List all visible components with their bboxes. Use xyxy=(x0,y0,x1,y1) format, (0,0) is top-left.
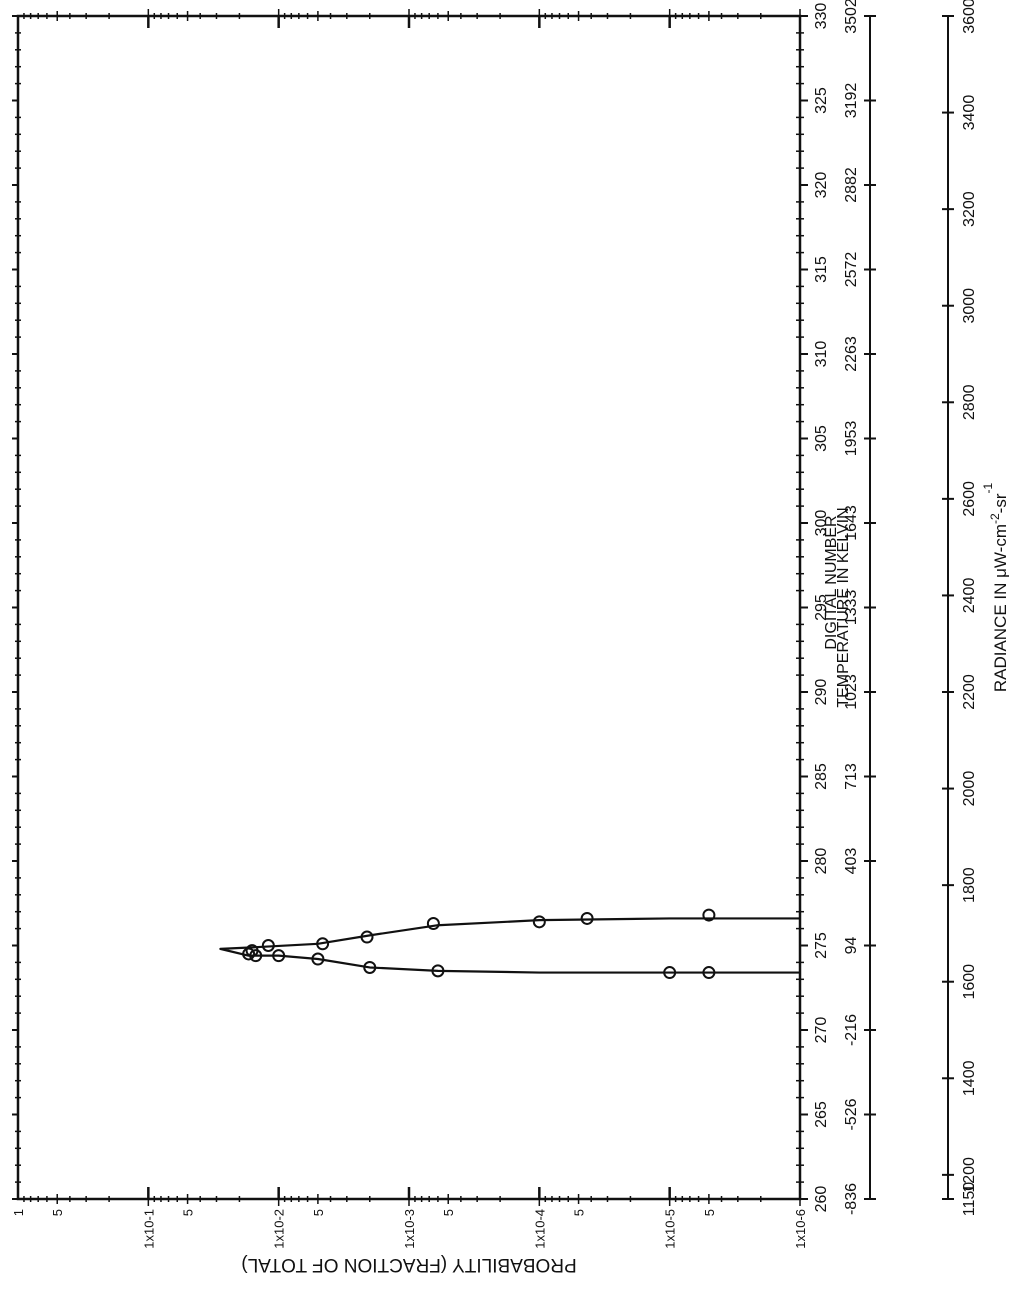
y-tick-label: 1x10-5 xyxy=(663,1209,678,1249)
digital-number-tick-label: 1643 xyxy=(843,505,860,541)
x-tick-label: 270 xyxy=(813,1017,830,1044)
radiance-tick-label: 3400 xyxy=(961,95,978,131)
data-point-marker xyxy=(242,947,256,961)
radiance-tick-label: 1150 xyxy=(961,1182,978,1217)
digital-number-tick-label: 94 xyxy=(843,937,860,955)
data-point-marker xyxy=(261,939,275,952)
data-point-marker xyxy=(245,944,259,958)
digital-number-tick-label: 1023 xyxy=(843,674,860,710)
x-tick-label: 290 xyxy=(813,679,830,706)
y-tick-label: 5 xyxy=(50,1209,65,1216)
x-tick-label: 285 xyxy=(813,763,830,790)
y-tick-label: 5 xyxy=(311,1209,326,1216)
radiance-tick-label: 3600 xyxy=(961,0,978,34)
data-point-marker xyxy=(272,949,286,963)
radiance-tick-label: 2200 xyxy=(961,674,978,710)
x-tick-label: 295 xyxy=(813,594,830,621)
x-tick-label: 330 xyxy=(813,3,830,30)
digital-number-tick-label: 3502 xyxy=(843,0,860,34)
data-point-marker xyxy=(431,964,445,978)
y-tick-label: 1x10-6 xyxy=(793,1209,808,1249)
x-tick-label: 305 xyxy=(813,425,830,452)
radiance-tick-label: 2800 xyxy=(961,384,978,420)
digital-number-tick-label: 3192 xyxy=(843,83,860,119)
digital-number-axis-label: DIGITAL NUMBER xyxy=(823,515,840,649)
digital-number-tick-label: -836 xyxy=(843,1183,860,1215)
plot-frame xyxy=(16,14,802,1201)
x-tick-label: 315 xyxy=(813,256,830,283)
data-point-marker xyxy=(360,930,374,944)
y-tick-label: 5 xyxy=(572,1209,587,1216)
radiance-tick-label: 2400 xyxy=(961,578,978,614)
y-tick-label: 1x10-1 xyxy=(141,1209,156,1249)
y-tick-label: 5 xyxy=(181,1209,196,1216)
digital-number-tick-label: 2263 xyxy=(843,336,860,372)
digital-number-tick-label: -216 xyxy=(843,1014,860,1046)
y-tick-label: 1x10-4 xyxy=(532,1209,547,1249)
radiance-tick-label: 1200 xyxy=(961,1157,978,1193)
data-point-marker xyxy=(311,952,325,966)
x-tick-label: 265 xyxy=(813,1101,830,1128)
y-axis-label: PROBABILITY (FRACTION OF TOTAL) xyxy=(241,1254,576,1275)
radiance-label-part: RADIANCE IN μW-cm xyxy=(991,524,1010,692)
probability-series-line xyxy=(219,917,800,974)
x-tick-label: 325 xyxy=(813,87,830,114)
radiance-tick-label: 1600 xyxy=(961,964,978,1000)
digital-number-tick-label: 713 xyxy=(843,763,860,790)
x-axis-label: TEMPERATURE IN KELVIN xyxy=(835,507,852,707)
radiance-tick-label: 1400 xyxy=(961,1060,978,1096)
y-tick-label: 5 xyxy=(702,1209,717,1216)
data-point-marker xyxy=(426,917,440,931)
radiance-axis-label: RADIANCE IN μW-cm-2-sr-1 xyxy=(981,483,1010,693)
x-tick-label: 310 xyxy=(813,341,830,368)
y-tick-label: 1x10-2 xyxy=(272,1209,287,1249)
digital-number-tick-label: 1953 xyxy=(843,421,860,457)
data-point-marker xyxy=(702,908,716,922)
x-tick-label: 280 xyxy=(813,848,830,875)
radiance-tick-label: 2000 xyxy=(961,771,978,807)
digital-number-tick-label: -526 xyxy=(843,1098,860,1130)
y-tick-label: 1x10-3 xyxy=(402,1209,417,1249)
x-tick-label: 300 xyxy=(813,510,830,537)
digital-number-tick-label: 2572 xyxy=(843,252,860,288)
radiance-tick-label: 3000 xyxy=(961,288,978,324)
data-point-marker xyxy=(316,937,330,951)
data-point-marker xyxy=(363,960,377,974)
radiance-tick-label: 3200 xyxy=(961,191,978,227)
data-point-marker xyxy=(702,966,716,980)
x-tick-label: 275 xyxy=(813,932,830,959)
digital-number-tick-label: 2882 xyxy=(843,167,860,203)
digital-number-tick-label: 403 xyxy=(843,848,860,875)
data-point-marker xyxy=(663,966,677,980)
radiance-tick-label: 1800 xyxy=(961,867,978,903)
digital-number-tick-label: 1333 xyxy=(843,590,860,626)
y-tick-label: 5 xyxy=(441,1209,456,1216)
data-point-marker xyxy=(580,911,594,925)
radiance-label-part: -2 xyxy=(988,513,1002,524)
radiance-label-part: -1 xyxy=(981,483,995,494)
radiance-label-part: -sr xyxy=(991,493,1010,513)
radiance-tick-label: 2600 xyxy=(961,481,978,517)
x-tick-label: 260 xyxy=(813,1186,830,1213)
y-tick-label: 1 xyxy=(11,1209,26,1216)
x-tick-label: 320 xyxy=(813,172,830,199)
data-point-marker xyxy=(532,915,546,929)
